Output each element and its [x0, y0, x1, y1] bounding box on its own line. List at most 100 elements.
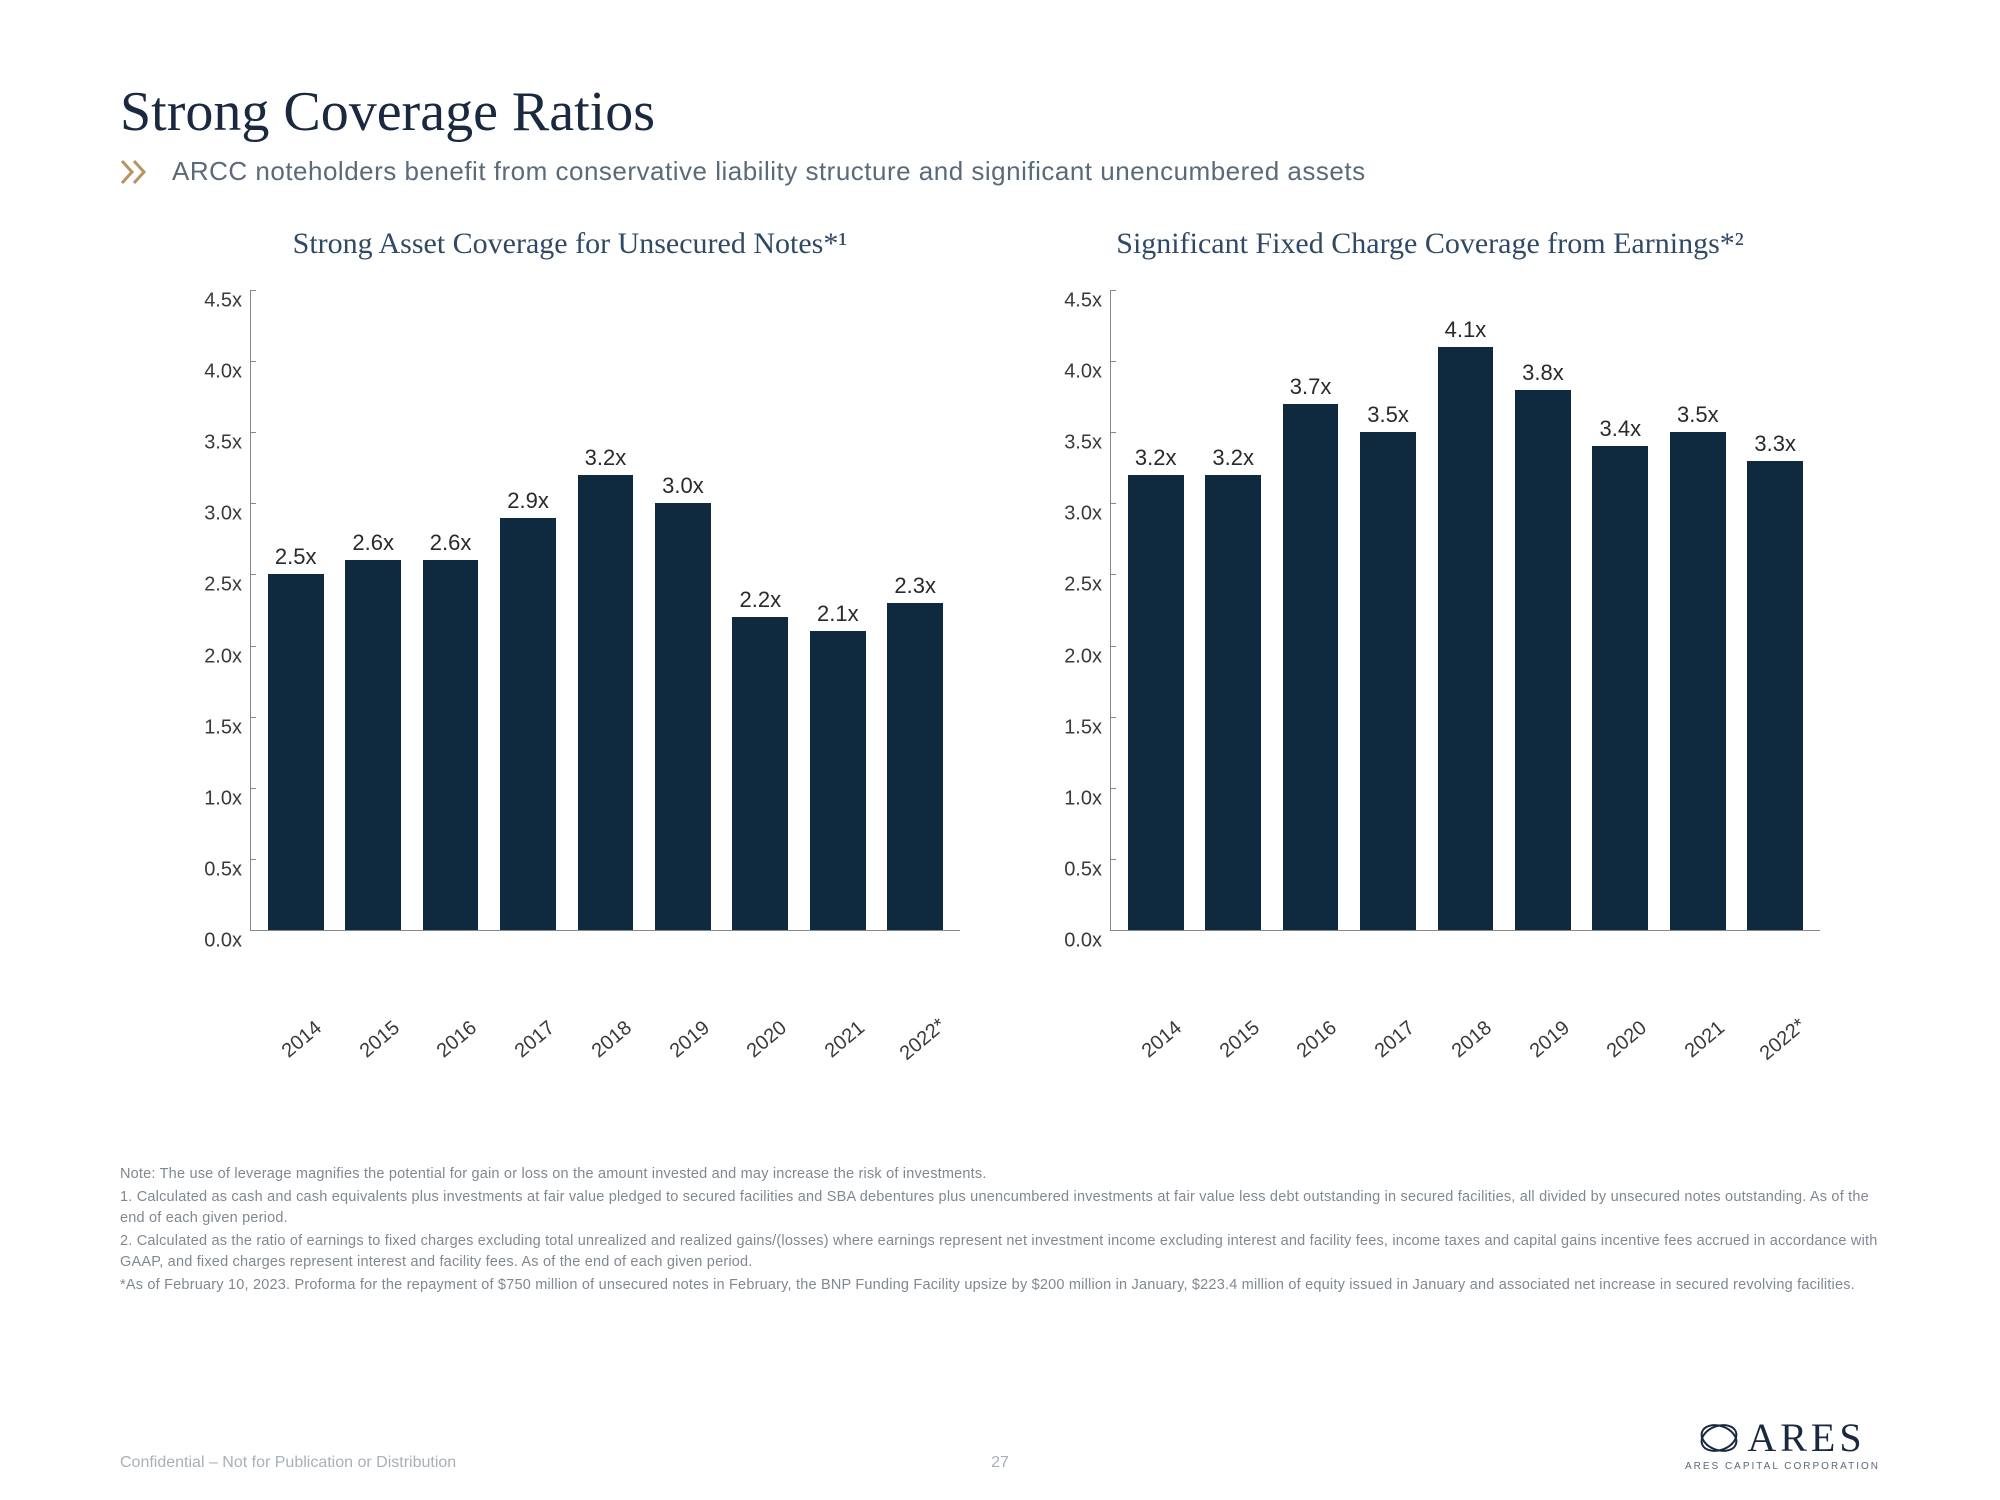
bar-value-label: 4.1x: [1445, 317, 1487, 343]
chart-right-title: Significant Fixed Charge Coverage from E…: [1040, 227, 1820, 261]
bar-value-label: 3.2x: [1212, 445, 1254, 471]
bar-value-label: 3.5x: [1677, 402, 1719, 428]
bar: [268, 574, 324, 930]
bar: [1747, 461, 1803, 930]
bar: [345, 560, 401, 930]
x-tick-label: 2017: [498, 1006, 572, 1073]
y-tick-label: 2.5x: [204, 574, 242, 597]
bar: [1592, 446, 1648, 930]
x-tick-label: 2022*: [886, 1006, 960, 1073]
bar: [1283, 404, 1339, 930]
bar-slot: 2.9x: [489, 488, 566, 930]
bar: [655, 503, 711, 930]
subtitle-row: ARCC noteholders benefit from conservati…: [120, 156, 1880, 187]
bar-value-label: 2.5x: [275, 544, 317, 570]
footer: Confidential – Not for Publication or Di…: [120, 1414, 1880, 1472]
bar-value-label: 3.2x: [585, 445, 627, 471]
bar-value-label: 2.3x: [894, 573, 936, 599]
bar-value-label: 3.7x: [1290, 374, 1332, 400]
chart-left-yaxis: 0.0x0.5x1.0x1.5x2.0x2.5x3.0x3.5x4.0x4.5x: [180, 291, 250, 931]
footnotes: Note: The use of leverage magnifies the …: [120, 1164, 1880, 1296]
x-tick-label: 2016: [1280, 1006, 1354, 1073]
bar-slot: 2.6x: [412, 530, 489, 930]
y-tick-label: 4.5x: [204, 290, 242, 313]
x-tick-label: 2019: [653, 1006, 727, 1073]
y-tick-label: 2.0x: [1064, 645, 1102, 668]
bar-slot: 2.3x: [877, 573, 954, 930]
x-tick-label: 2020: [730, 1006, 804, 1073]
chart-left-title: Strong Asset Coverage for Unsecured Note…: [180, 227, 960, 261]
bar-value-label: 3.3x: [1754, 431, 1796, 457]
y-tick-label: 0.0x: [204, 930, 242, 953]
x-tick-label: 2014: [265, 1006, 339, 1073]
x-tick-label: 2020: [1590, 1006, 1664, 1073]
x-tick-label: 2015: [1203, 1006, 1277, 1073]
bar: [1670, 432, 1726, 930]
charts-row: Strong Asset Coverage for Unsecured Note…: [120, 227, 1880, 1054]
chart-right-bars: 3.2x3.2x3.7x3.5x4.1x3.8x3.4x3.5x3.3x: [1111, 291, 1820, 930]
bar: [578, 475, 634, 930]
bar-slot: 4.1x: [1427, 317, 1504, 930]
ares-logo-subtitle: ARES CAPITAL CORPORATION: [1685, 1461, 1880, 1472]
y-tick-label: 4.5x: [1064, 290, 1102, 313]
ares-logo-icon: [1699, 1418, 1739, 1458]
y-tick-label: 0.5x: [1064, 858, 1102, 881]
y-tick-label: 1.0x: [1064, 787, 1102, 810]
bar-slot: 3.2x: [1117, 445, 1194, 930]
x-tick-label: 2016: [420, 1006, 494, 1073]
footnote-2: 2. Calculated as the ratio of earnings t…: [120, 1231, 1880, 1273]
bar-slot: 3.8x: [1504, 360, 1581, 930]
x-tick-label: 2015: [343, 1006, 417, 1073]
y-tick-label: 3.0x: [204, 503, 242, 526]
bar: [887, 603, 943, 930]
x-tick-label: 2018: [575, 1006, 649, 1073]
bar: [1205, 475, 1261, 930]
y-tick-label: 2.5x: [1064, 574, 1102, 597]
x-tick-label: 2014: [1125, 1006, 1199, 1073]
bar: [1438, 347, 1494, 930]
bar-slot: 2.2x: [722, 587, 799, 930]
bar: [1360, 432, 1416, 930]
bar-slot: 3.0x: [644, 473, 721, 930]
footnote-1: 1. Calculated as cash and cash equivalen…: [120, 1187, 1880, 1229]
confidential-text: Confidential – Not for Publication or Di…: [120, 1454, 456, 1472]
bar: [500, 518, 556, 930]
y-tick-label: 3.0x: [1064, 503, 1102, 526]
bar-value-label: 3.0x: [662, 473, 704, 499]
y-tick-label: 4.0x: [1064, 361, 1102, 384]
ares-logo: ARES ARES CAPITAL CORPORATION: [1685, 1414, 1880, 1472]
bar-slot: 3.3x: [1737, 431, 1814, 930]
bar-slot: 2.1x: [799, 601, 876, 930]
x-tick-label: 2019: [1513, 1006, 1587, 1073]
subtitle-text: ARCC noteholders benefit from conservati…: [172, 156, 1366, 187]
page-number: 27: [991, 1454, 1009, 1472]
bar-slot: 2.5x: [257, 544, 334, 930]
y-tick-label: 1.0x: [204, 787, 242, 810]
bar-slot: 3.4x: [1582, 416, 1659, 930]
y-tick-label: 3.5x: [1064, 432, 1102, 455]
chevron-icon: [120, 159, 154, 185]
bar: [732, 617, 788, 930]
chart-right-yaxis: 0.0x0.5x1.0x1.5x2.0x2.5x3.0x3.5x4.0x4.5x: [1040, 291, 1110, 931]
y-tick-label: 0.0x: [1064, 930, 1102, 953]
bar: [1128, 475, 1184, 930]
bar: [423, 560, 479, 930]
bar: [810, 631, 866, 930]
x-tick-label: 2021: [1668, 1006, 1742, 1073]
chart-right-xaxis: 201420152016201720182019202020212022*: [1110, 1011, 1820, 1054]
bar-slot: 3.2x: [1194, 445, 1271, 930]
y-tick-label: 2.0x: [204, 645, 242, 668]
bar-slot: 3.5x: [1659, 402, 1736, 930]
bar-value-label: 2.9x: [507, 488, 549, 514]
ares-logo-text: ARES: [1747, 1414, 1865, 1461]
footnote-star: *As of February 10, 2023. Proforma for t…: [120, 1275, 1880, 1296]
chart-left-xaxis: 201420152016201720182019202020212022*: [250, 1011, 960, 1054]
bar: [1515, 390, 1571, 930]
bar-slot: 2.6x: [334, 530, 411, 930]
y-tick-label: 0.5x: [204, 858, 242, 881]
y-tick-label: 1.5x: [204, 716, 242, 739]
y-tick-label: 3.5x: [204, 432, 242, 455]
bar-value-label: 2.6x: [430, 530, 472, 556]
bar-slot: 3.2x: [567, 445, 644, 930]
y-tick-label: 4.0x: [204, 361, 242, 384]
